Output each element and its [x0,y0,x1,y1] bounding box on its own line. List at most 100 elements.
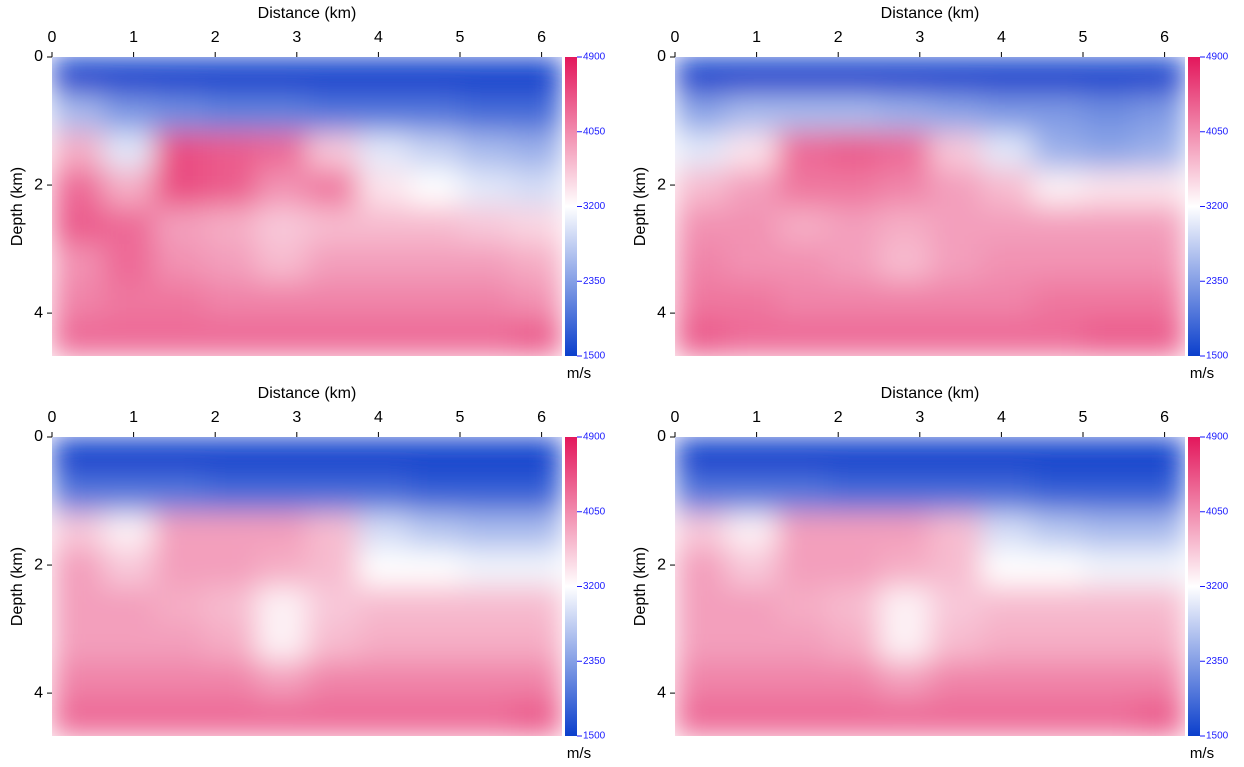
y-tick-label: 2 [657,176,666,193]
cell [154,437,206,475]
cell [103,243,155,282]
cell [409,437,461,475]
x-tick-label: 0 [48,409,57,426]
cell [358,169,410,207]
colorbar [565,437,577,736]
cell [205,206,257,245]
cell [460,131,512,170]
x-tick-label: 6 [537,409,546,426]
cell [981,549,1033,587]
cell [52,243,104,282]
cell [307,57,359,95]
cell [256,94,308,133]
cell [828,318,880,356]
x-axis-label: Distance (km) [258,385,357,402]
cell [52,661,104,700]
y-tick-label: 0 [34,48,43,65]
cell [103,661,155,700]
cell [358,437,410,475]
cell [726,131,778,170]
cell [1134,281,1185,320]
x-tick-label: 1 [129,29,138,46]
x-tick-label: 2 [211,409,220,426]
cell [307,661,359,700]
cell [1032,94,1084,133]
cell [777,511,829,550]
cell [154,281,206,320]
cell [307,474,359,513]
cell [1134,318,1185,356]
colorbar-tick-label: 1500 [1206,731,1229,742]
cell [981,586,1033,625]
x-tick-label: 3 [292,29,301,46]
cell [358,94,410,133]
cell [879,131,931,170]
cell [358,661,410,700]
cell [205,57,257,95]
cell [675,57,727,95]
cell [358,549,410,587]
cell [154,94,206,133]
cell [777,549,829,587]
cell [256,474,308,513]
cell [675,549,727,587]
cell [511,281,562,320]
cell [511,437,562,475]
cell [256,131,308,170]
cell [1032,623,1084,662]
colorbar [1188,437,1200,736]
cell [460,206,512,245]
cell [103,281,155,320]
x-tick-label: 5 [1079,409,1088,426]
cell [1032,57,1084,95]
cell [52,511,104,550]
colorbar [565,57,577,356]
x-tick-label: 1 [752,29,761,46]
cell [1083,661,1135,700]
cell [726,94,778,133]
colorbar [1188,57,1200,356]
cell [307,437,359,475]
cell [726,243,778,282]
cell [103,57,155,95]
cell [726,206,778,245]
cell [675,511,727,550]
cell [103,549,155,587]
cell [307,511,359,550]
cell [409,661,461,700]
x-tick-label: 3 [292,409,301,426]
cell [1032,437,1084,475]
cell [981,437,1033,475]
cell [307,131,359,170]
cell [460,57,512,95]
cell [726,511,778,550]
cell [726,318,778,356]
cell [828,623,880,662]
colorbar-label: m/s [1190,745,1214,762]
cell [358,131,410,170]
cell [103,623,155,662]
cell [981,131,1033,170]
cell [726,169,778,207]
cell [256,661,308,700]
cell [205,281,257,320]
velocity-field [52,437,562,736]
cell [460,318,512,356]
cell [409,169,461,207]
cell [358,57,410,95]
cell [358,243,410,282]
cell [1134,131,1185,170]
cell [777,94,829,133]
x-tick-label: 6 [1160,409,1169,426]
x-tick-label: 4 [374,29,383,46]
cell [828,169,880,207]
cell [460,511,512,550]
cell [256,623,308,662]
cell [828,206,880,245]
cell [409,511,461,550]
cell [103,511,155,550]
colorbar-tick-label: 1500 [583,731,606,742]
cell [828,511,880,550]
cell [777,437,829,475]
cell [879,169,931,207]
